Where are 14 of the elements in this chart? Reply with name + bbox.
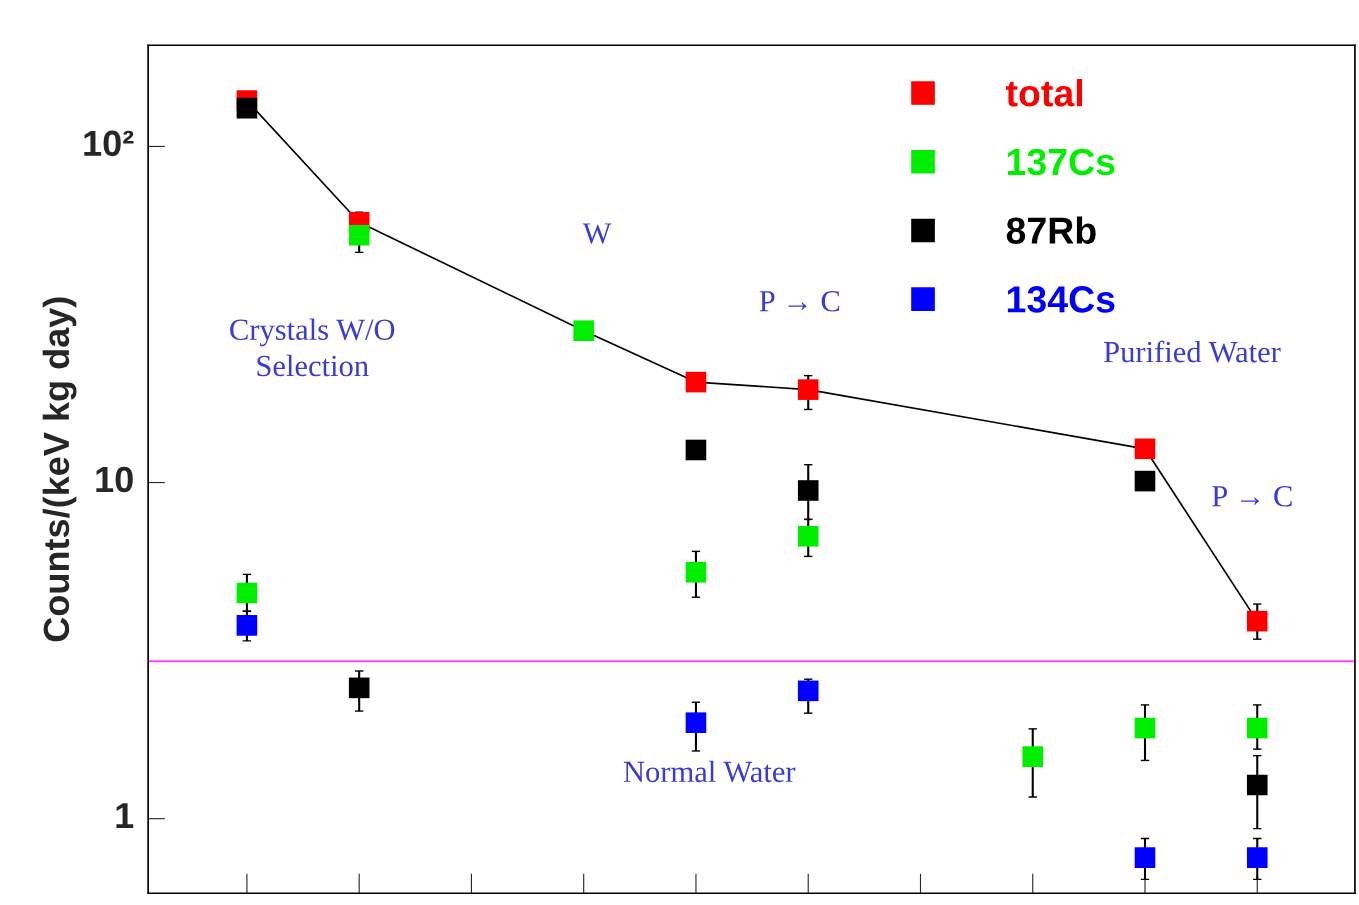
y-tick-label: 10² <box>84 130 134 157</box>
annotation: P → C <box>759 291 840 312</box>
annotation: P → C <box>1212 486 1292 507</box>
y-axis-title: Counts/(keV kg day) <box>42 297 77 642</box>
y-tick-label: 1 <box>116 803 134 829</box>
annotation: Purified Water <box>1104 340 1281 363</box>
legend-label: 134Cs <box>1007 286 1115 313</box>
annotation: Normal Water <box>623 760 796 783</box>
legend-label: 137Cs <box>1007 148 1115 176</box>
y-tick-label: 10 <box>96 466 133 493</box>
annotation: W <box>582 223 612 244</box>
legend-label: 87Rb <box>1006 216 1096 244</box>
legend-label: total <box>1005 79 1083 107</box>
annotation: Crystals W/O Selection <box>230 318 395 377</box>
